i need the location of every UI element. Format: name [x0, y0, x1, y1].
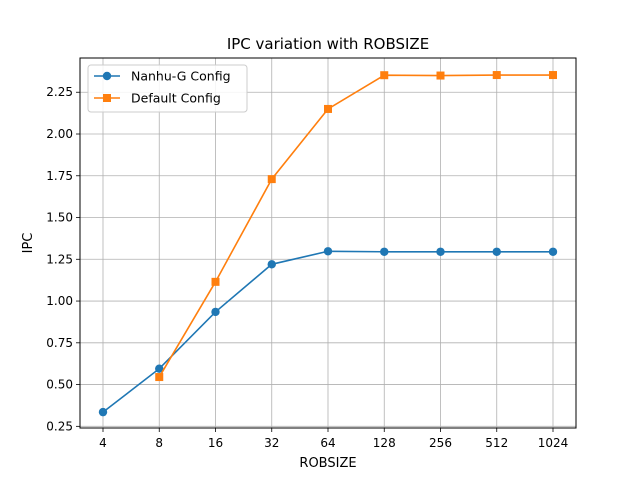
data-point	[323, 247, 333, 256]
x-tick-label: 4	[99, 436, 107, 450]
y-tick-label: 0.50	[46, 378, 73, 392]
x-tick-label: 512	[485, 436, 508, 450]
chart-title: IPC variation with ROBSIZE	[227, 35, 429, 53]
legend-marker	[103, 94, 111, 102]
y-axis-ticks: 0.25 0.50 0.75 1.00 1.25 1.50 1.75 2.00 2.25	[46, 85, 80, 433]
y-tick-label: 1.00	[46, 294, 73, 308]
data-point	[211, 307, 220, 317]
x-axis-label: ROBSIZE	[299, 456, 356, 471]
x-tick-label: 64	[320, 436, 335, 450]
series-layer	[98, 71, 558, 417]
x-tick-label: 16	[208, 436, 223, 450]
legend-label: Default Config	[131, 91, 221, 106]
x-axis-ticks: 4 8 16 32 64 128 256 512 1024	[99, 428, 568, 450]
series-2	[155, 71, 557, 382]
y-tick-label: 2.25	[46, 85, 73, 99]
legend-marker	[102, 71, 112, 81]
legend-item: Default Config	[94, 91, 221, 106]
x-tick-label: 32	[264, 436, 279, 450]
data-point	[267, 175, 276, 184]
legend-item: Nanhu-G Config	[94, 69, 231, 84]
y-axis-label: IPC	[21, 233, 36, 254]
x-tick-label: 128	[373, 436, 396, 450]
y-tick-label: 0.25	[46, 419, 73, 433]
x-tick-label: 256	[429, 436, 452, 450]
data-point	[492, 247, 501, 256]
data-point	[155, 364, 164, 373]
legend-box	[87, 64, 248, 113]
y-tick-label: 0.75	[46, 336, 73, 350]
y-tick-label: 1.50	[46, 211, 73, 225]
x-tick-label: 1024	[538, 436, 569, 450]
data-point	[549, 71, 557, 80]
legend-label: Nanhu-G Config	[131, 69, 231, 84]
y-tick-label: 1.25	[46, 252, 73, 266]
data-point	[98, 407, 108, 417]
grid-lines	[80, 58, 576, 428]
data-point	[492, 71, 501, 80]
legend: Nanhu-G Config Default Config	[87, 64, 248, 113]
data-point	[548, 247, 558, 256]
data-point	[380, 71, 389, 80]
y-tick-label: 1.75	[46, 169, 73, 183]
data-point	[324, 104, 332, 113]
data-point	[436, 247, 445, 256]
y-tick-label: 2.00	[46, 127, 73, 141]
data-point	[155, 373, 164, 382]
data-point	[380, 247, 389, 256]
data-point	[211, 277, 220, 286]
data-point	[267, 260, 276, 269]
series-line	[158, 74, 553, 378]
data-point	[436, 71, 445, 80]
x-tick-label: 8	[155, 436, 163, 450]
series-1	[98, 247, 558, 417]
